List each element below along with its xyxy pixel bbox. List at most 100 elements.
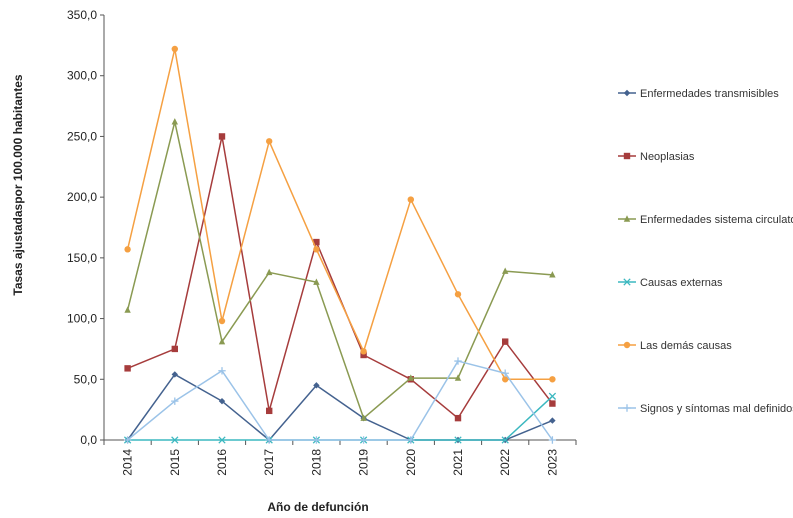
data-point [502, 267, 509, 274]
legend-item: Enfermedades sistema circulatorio [618, 214, 793, 226]
series-3 [124, 118, 556, 421]
y-tick-label: 150,0 [67, 251, 97, 265]
data-point [266, 138, 273, 145]
data-point [313, 278, 320, 285]
x-tick-label: 2023 [545, 449, 559, 476]
data-point [218, 337, 226, 345]
y-axis-title: Tasas ajustadaspor 100.000 habitantes [11, 74, 25, 296]
data-point [454, 357, 462, 365]
data-point [171, 118, 178, 125]
data-point [218, 317, 226, 325]
legend-label: Signos y síntomas mal definidos [640, 403, 793, 415]
data-point [312, 436, 321, 444]
series-line [126, 48, 553, 381]
data-point [313, 246, 320, 253]
series-layer [123, 45, 557, 444]
legend-marker [623, 404, 631, 412]
y-tick-label: 200,0 [67, 190, 97, 204]
x-tick-label: 2019 [357, 449, 371, 476]
data-point [266, 268, 273, 276]
series-5 [124, 45, 556, 383]
data-point [454, 414, 462, 422]
data-point [359, 436, 368, 444]
data-point [360, 348, 367, 355]
series-6 [123, 357, 557, 444]
data-point [548, 392, 557, 400]
data-point [502, 338, 509, 345]
data-point [549, 271, 556, 278]
y-tick-label: 350,0 [67, 8, 97, 22]
legend-label: Enfermedades transmisibles [640, 88, 779, 100]
data-point [171, 45, 178, 53]
series-1 [124, 371, 556, 444]
data-point [218, 436, 226, 444]
x-tick-label: 2020 [404, 449, 418, 476]
data-point [549, 417, 556, 424]
data-point [171, 345, 178, 353]
data-point [454, 374, 462, 381]
data-point [124, 306, 131, 313]
data-point [360, 414, 367, 421]
x-tick-label: 2015 [168, 449, 182, 476]
y-tick-label: 100,0 [67, 312, 97, 326]
data-point [218, 133, 226, 140]
legend-item: Causas externas [618, 277, 723, 289]
y-tick-label: 0,0 [80, 433, 97, 447]
x-tick-label: 2022 [498, 449, 512, 476]
data-point [171, 436, 179, 444]
legend-marker [623, 89, 631, 97]
legend-marker [623, 341, 631, 349]
series-line [127, 395, 553, 441]
legend-label: Neoplasias [640, 151, 695, 163]
y-tick-label: 300,0 [67, 69, 97, 83]
y-tick-label: 50,0 [74, 372, 98, 386]
data-point [549, 376, 556, 383]
data-point [407, 196, 414, 203]
y-tick-label: 250,0 [67, 129, 97, 143]
series-line [126, 121, 553, 419]
series-line [126, 373, 553, 441]
legend-item: Las demás causas [618, 340, 732, 352]
data-point [218, 367, 226, 375]
legend-label: Enfermedades sistema circulatorio [640, 214, 793, 226]
legend: Enfermedades transmisibles Neoplasias Enfe… [618, 88, 793, 415]
x-axis: 2014 2015 2016 2017 2018 2019 2020 2021 2022 2023 [103, 439, 577, 476]
legend-item: Enfermedades transmisibles [618, 88, 779, 100]
x-axis-title: Año de defunción [267, 500, 368, 514]
x-tick-label: 2021 [451, 449, 465, 476]
legend-label: Las demás causas [640, 340, 732, 352]
data-point [454, 291, 462, 298]
data-point [171, 397, 179, 405]
y-axis: 0,0 50,0 100,0 150,0 200,0 250,0 300,0 350,0 [67, 8, 105, 447]
data-point [501, 369, 509, 377]
legend-marker [623, 152, 631, 160]
x-tick-label: 2017 [262, 449, 276, 476]
series-4 [123, 392, 557, 444]
x-tick-label: 2018 [309, 449, 323, 476]
data-point [218, 397, 226, 405]
legend-marker [623, 215, 631, 222]
data-point [123, 436, 132, 444]
data-point [407, 374, 414, 381]
data-point [313, 238, 320, 246]
x-tick-label: 2016 [215, 449, 229, 476]
data-point [313, 382, 320, 389]
data-point [266, 407, 273, 415]
series-2 [124, 133, 556, 422]
data-point [407, 436, 415, 444]
legend-marker [623, 278, 631, 286]
data-point [360, 351, 367, 359]
data-point [548, 436, 557, 444]
data-point [549, 400, 556, 407]
data-point [501, 436, 509, 444]
data-point [171, 371, 178, 378]
data-point [265, 436, 273, 444]
x-tick-label: 2014 [121, 449, 135, 476]
legend-item: Neoplasias [618, 151, 695, 163]
data-point [124, 246, 131, 253]
data-point [454, 436, 462, 444]
series-line [127, 135, 553, 419]
data-point [124, 365, 131, 372]
data-point [502, 376, 509, 383]
